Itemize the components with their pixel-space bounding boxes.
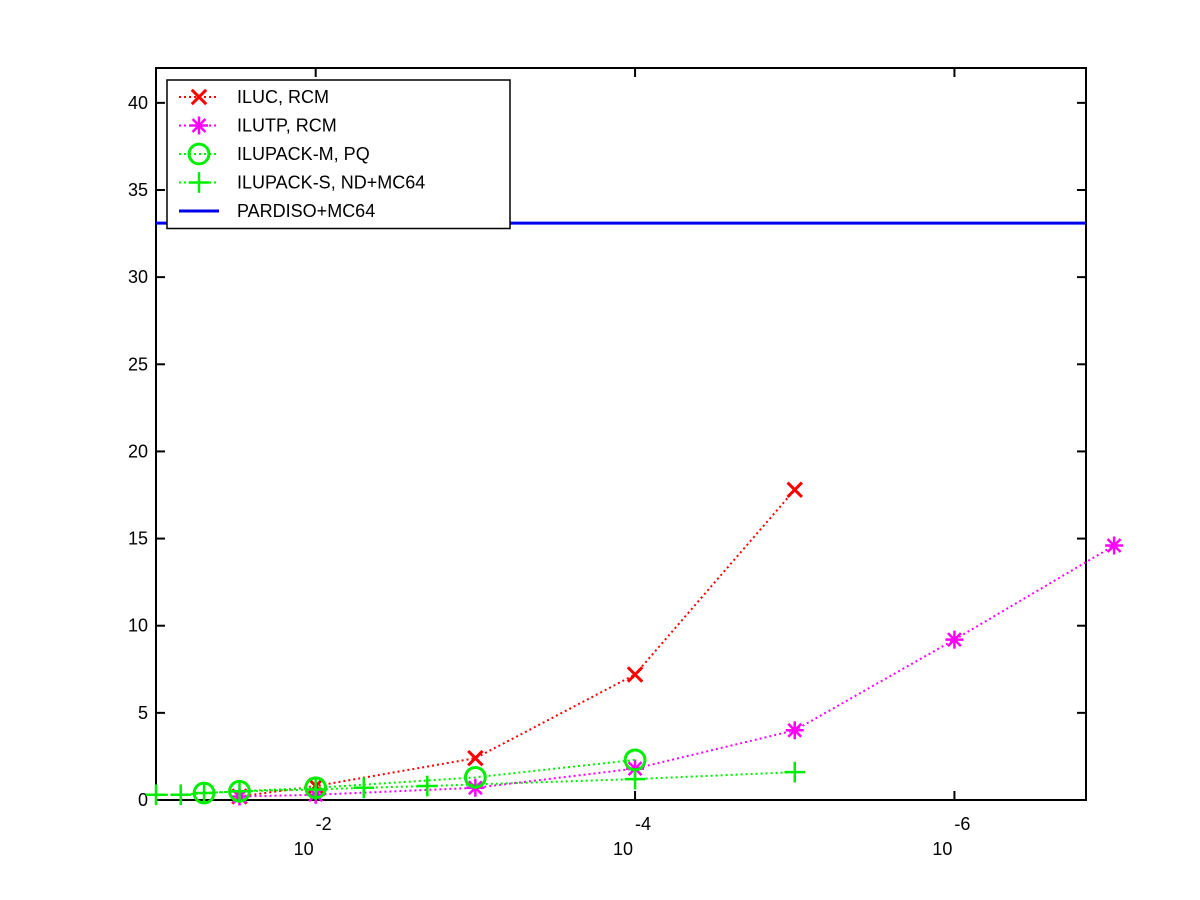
y-tick-label: 40 xyxy=(128,93,148,113)
x-tick-label-exponent: -6 xyxy=(954,814,970,834)
data-point xyxy=(193,782,215,804)
data-point xyxy=(785,721,804,740)
y-tick-label: 0 xyxy=(138,790,148,810)
data-point xyxy=(1105,536,1124,555)
legend-entry: PARDISO+MC64 xyxy=(179,201,375,221)
y-tick-label: 5 xyxy=(138,703,148,723)
data-point xyxy=(188,172,210,193)
data-point xyxy=(170,784,192,806)
data-point xyxy=(305,779,327,800)
y-tick-label: 30 xyxy=(128,267,148,287)
y-tick-label: 25 xyxy=(128,354,148,374)
legend-label: ILUPACK-M, PQ xyxy=(237,144,370,164)
legend-entry: ILUPACK-S, ND+MC64 xyxy=(179,172,425,193)
x-tick-label-base: 10 xyxy=(613,839,633,859)
data-point xyxy=(145,784,167,806)
data-point xyxy=(229,780,250,802)
x-tick-label: 10-6 xyxy=(932,814,970,859)
data-point xyxy=(416,775,438,797)
data-point xyxy=(945,630,964,649)
data-point xyxy=(626,666,644,683)
legend-label: ILUC, RCM xyxy=(237,87,329,107)
y-tick-label: 15 xyxy=(128,529,148,549)
legend-entry: ILUTP, RCM xyxy=(179,116,337,136)
legend-entry: ILUPACK-M, PQ xyxy=(179,142,370,166)
x-tick-label-exponent: -4 xyxy=(635,814,651,834)
legend-label: ILUTP, RCM xyxy=(237,116,337,136)
data-point xyxy=(190,116,208,135)
x-tick-label: 10-2 xyxy=(294,814,332,859)
x-tick-label-base: 10 xyxy=(932,839,952,859)
y-tick-label: 10 xyxy=(128,616,148,636)
data-point xyxy=(187,142,211,166)
series-line xyxy=(156,771,795,796)
legend-label: PARDISO+MC64 xyxy=(237,201,375,221)
x-tick-label-exponent: -2 xyxy=(316,814,332,834)
x-tick-label: 10-4 xyxy=(613,814,651,859)
data-point xyxy=(784,761,806,783)
legend-label: ILUPACK-S, ND+MC64 xyxy=(237,173,425,193)
legend-box xyxy=(166,79,511,230)
data-point xyxy=(463,765,487,789)
data-point xyxy=(353,777,375,799)
data-point xyxy=(467,749,484,767)
legend-entry: ILUC, RCM xyxy=(179,87,329,107)
data-point xyxy=(786,481,804,499)
series-3 xyxy=(145,761,806,806)
legend: ILUC, RCM ILUTP, RCM ILUPACK-M, PQ ILUPACK-… xyxy=(166,79,511,230)
data-point xyxy=(190,88,208,106)
y-tick-label: 20 xyxy=(128,441,148,461)
y-tick-label: 35 xyxy=(128,180,148,200)
data-point xyxy=(624,768,646,790)
x-tick-label-base: 10 xyxy=(294,839,314,859)
